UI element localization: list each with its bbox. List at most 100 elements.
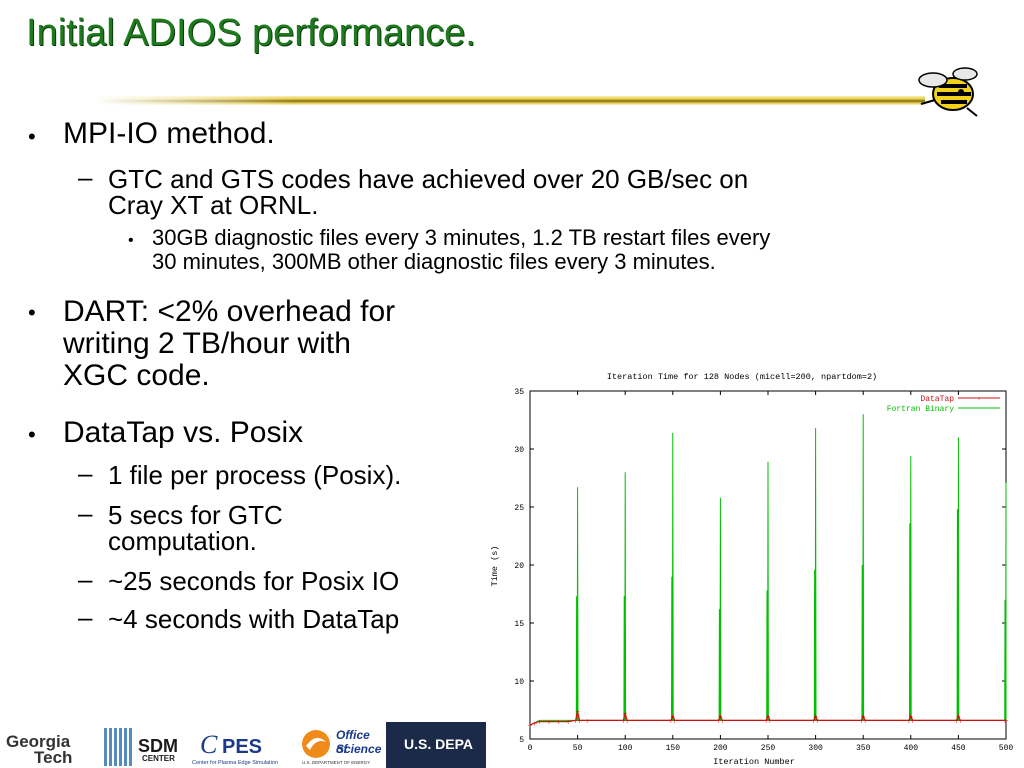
series-datatap-point: + [527, 723, 532, 730]
x-tick-label: 350 [856, 744, 871, 753]
series-datatap-point: + [575, 709, 580, 716]
series-datatap-point: + [815, 718, 820, 725]
x-tick-label: 400 [904, 744, 919, 753]
x-tick-label: 300 [808, 744, 823, 753]
series-datatap-point: + [668, 718, 673, 725]
cpes-title: PES [222, 736, 263, 758]
bullet-dart-l3: XGC code. [63, 359, 210, 392]
office-sub: U.S. DEPARTMENT OF ENERGY [302, 760, 371, 765]
series-datatap-point: + [585, 718, 590, 725]
x-tick-label: 100 [618, 744, 633, 753]
dash-icon: – [78, 458, 93, 488]
series-datatap-point: + [532, 720, 537, 727]
x-tick-label: 200 [713, 744, 728, 753]
series-datatap-point: + [716, 718, 721, 725]
sdm-line1: SDM [138, 736, 178, 756]
series-datatap-point: + [958, 718, 963, 725]
bullet-icon: • [28, 422, 36, 447]
bullet-dart-l2: writing 2 TB/hour with [63, 327, 351, 360]
series-datatap-point: + [537, 719, 542, 726]
series-fortran-binary-line [529, 414, 1007, 726]
series-datatap-point: + [556, 719, 561, 726]
series-datatap-point: + [910, 718, 915, 725]
bullet-small-icon: • [128, 232, 134, 249]
y-tick-label: 5 [519, 736, 524, 745]
sub-gtc-secs-l2: computation. [108, 526, 257, 556]
dash-icon: – [78, 498, 93, 528]
series-datatap-point: + [625, 718, 630, 725]
sub-posix-io: ~25 seconds for Posix IO [108, 566, 400, 596]
bullet-datatap-posix: DataTap vs. Posix [63, 416, 304, 449]
sub-gtc-gts-l2: Cray XT at ORNL. [108, 190, 319, 220]
y-tick-label: 25 [514, 504, 524, 513]
y-tick-label: 20 [514, 562, 524, 571]
legend-fortran-label: Fortran Binary [887, 405, 954, 414]
sub-file-per-process: 1 file per process (Posix). [108, 460, 402, 490]
series-datatap-point: + [566, 719, 571, 726]
dash-icon: – [78, 602, 93, 632]
legend-datatap-marker: + [977, 397, 981, 403]
series-datatap-point: + [908, 713, 913, 720]
series-datatap-line [529, 711, 1006, 726]
us-department-banner: U.S. DEPA [386, 722, 486, 768]
office-line2: Science [336, 742, 382, 756]
sdm-grid-icon [104, 728, 134, 766]
x-tick-label: 250 [761, 744, 776, 753]
series-datatap-point: + [861, 713, 866, 720]
iteration-time-chart: Iteration Time for 128 Nodes (micell=200… [490, 372, 1014, 766]
sub-gtc-gts-l1: GTC and GTS codes have achieved over 20 … [108, 164, 749, 194]
series-datatap-point: + [765, 713, 770, 720]
bullet-dart-l1: DART: <2% overhead for [63, 295, 396, 328]
chart-title: Iteration Time for 128 Nodes (micell=200… [607, 372, 877, 382]
series-datatap-point: + [577, 718, 582, 725]
footer-logos: Georgia Tech SDM CENTER C PES Center for… [0, 722, 1024, 768]
cpes-c-icon: C [200, 730, 218, 759]
series-datatap-point: + [813, 713, 818, 720]
slide-title: Initial ADIOS performance. [26, 12, 476, 54]
series-datatap-point: + [573, 718, 578, 725]
series-datatap-point: + [670, 713, 675, 720]
y-tick-label: 30 [514, 446, 524, 455]
title-underline [95, 96, 925, 105]
sub-datatap-secs: ~4 seconds with DataTap [108, 604, 400, 634]
dash-icon: – [78, 564, 93, 594]
x-tick-label: 450 [951, 744, 966, 753]
series-datatap-point: + [764, 718, 769, 725]
x-tick-label: 0 [528, 744, 533, 753]
bullet-icon: • [28, 300, 36, 325]
georgia-tech-line2: Tech [34, 748, 73, 767]
bullet-mpi-io: MPI-IO method. [63, 117, 275, 150]
x-tick-label: 500 [999, 744, 1014, 753]
georgia-tech-logo: Georgia Tech [0, 726, 95, 768]
sdm-center-logo: SDM CENTER [100, 726, 190, 768]
series-datatap-point: + [672, 718, 677, 725]
office-line1: Office of [336, 728, 370, 756]
chart-ylabel: Time (s) [490, 546, 500, 587]
series-datatap-point: + [1003, 718, 1008, 725]
series-datatap-point: + [547, 719, 552, 726]
x-tick-label: 50 [573, 744, 583, 753]
dash-icon: – [78, 162, 93, 192]
subsub-diag-l1: 30GB diagnostic files every 3 minutes, 1… [152, 225, 771, 250]
series-datatap-point: + [811, 718, 816, 725]
series-datatap-point: + [623, 711, 628, 718]
y-tick-label: 35 [514, 388, 524, 397]
series-datatap-point: + [621, 718, 626, 725]
series-datatap-point: + [906, 718, 911, 725]
series-datatap-point: + [720, 718, 725, 725]
title-underline-fade [95, 96, 295, 105]
chart-xlabel: Iteration Number [713, 757, 795, 766]
doe-swirl-icon [302, 730, 330, 758]
bullet-icon: • [28, 124, 36, 149]
series-datatap-point: + [956, 713, 961, 720]
legend-datatap-label: DataTap [920, 395, 954, 404]
x-tick-label: 150 [666, 744, 681, 753]
series-datatap-point: + [954, 718, 959, 725]
us-department-text: U.S. DEPA [404, 736, 473, 752]
series-datatap-point: + [859, 718, 864, 725]
series-datatap-point: + [767, 718, 772, 725]
series-datatap-point: + [863, 718, 868, 725]
y-tick-label: 15 [514, 620, 524, 629]
office-of-science-logo: Office of Science U.S. DEPARTMENT OF ENE… [296, 726, 384, 768]
series-datatap-point: + [718, 713, 723, 720]
